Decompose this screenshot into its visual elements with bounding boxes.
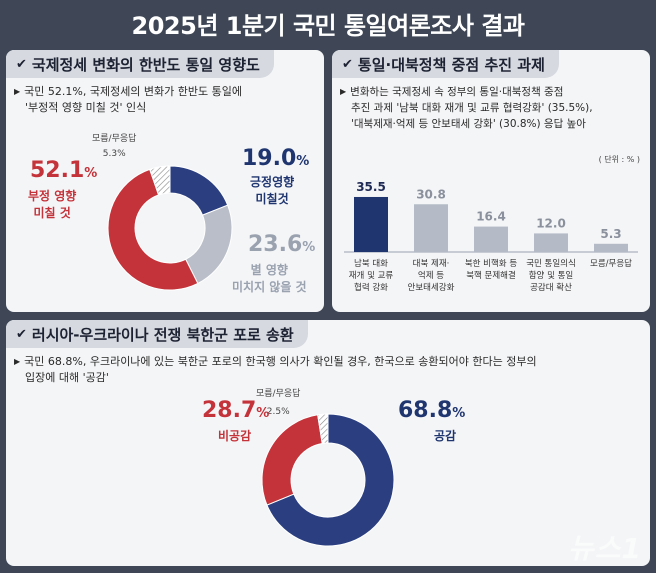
note-line: '대북제재·억제 등 안보태세 강화' (30.8%) 응답 높아 — [351, 118, 586, 130]
note-line: 추진 과제 '남북 대화 재개 및 교류 협력강화' (35.5%), — [351, 102, 593, 114]
bar-value-label: 5.3 — [600, 227, 621, 241]
bar-category-label: 협력 강화 — [354, 282, 388, 293]
bar-3 — [474, 226, 508, 252]
panel-pow-repatriation: ✔ 러시아-우크라이나 전쟁 북한군 포로 송환 ▶ 국민 68.8%, 우크라이… — [6, 320, 650, 566]
summary-note: ▶ 변화하는 국제정세 속 정부의 통일·대북정책 중점 추진 과제 '남북 대화… — [340, 84, 593, 132]
panel-heading: ✔ 국제정세 변화의 한반도 통일 영향도 — [6, 50, 274, 78]
agree-pct: 68.8% — [398, 398, 465, 423]
dontknow-text: 모름/무응답 — [256, 389, 301, 399]
bar-value-label: 30.8 — [416, 187, 446, 201]
panel-heading: ✔ 통일·대북정책 중점 추진 과제 — [332, 50, 559, 78]
negative-value: 52.1 — [30, 158, 85, 183]
slice-neutral — [185, 204, 233, 285]
pct-sign: % — [452, 406, 466, 421]
note-line: 입장에 대해 '공감' — [25, 371, 109, 384]
pct-sign: % — [296, 154, 310, 169]
neutral-pct: 23.6% — [248, 232, 315, 257]
agree-value: 68.8 — [398, 398, 453, 423]
disagree-label: 비공감 — [218, 429, 252, 443]
bar-value-label: 35.5 — [356, 180, 386, 194]
neutral-label-line: 별 영향 — [250, 263, 288, 277]
dontknow-value: 5.3% — [102, 149, 126, 159]
bar-value-label: 16.4 — [476, 210, 506, 224]
bar-1 — [354, 196, 388, 252]
slice-negative — [107, 168, 199, 291]
negative-label-line: 미칠 것 — [33, 206, 71, 220]
check-icon: ✔ — [16, 56, 27, 72]
dontknow-label: 모름/무응답 2.5% — [256, 388, 300, 418]
slice-agree — [266, 413, 395, 547]
positive-label-line: 긍정영향 — [250, 175, 295, 189]
positive-label: 긍정영향 미칠것 — [250, 174, 294, 208]
negative-pct: 52.1% — [30, 158, 97, 183]
note-line: '부정적 영향 미칠 것' 인식 — [25, 101, 147, 114]
bar-5 — [594, 243, 628, 252]
panel-policy-tasks: ✔ 통일·대북정책 중점 추진 과제 ▶ 변화하는 국제정세 속 정부의 통일·대… — [332, 50, 650, 312]
bar-category-label: 대북 제재· — [413, 259, 450, 269]
panel-heading-text: 국제정세 변화의 한반도 통일 영향도 — [31, 55, 260, 74]
negative-label: 부정 영향 미칠 것 — [28, 188, 76, 222]
negative-label-line: 부정 영향 — [28, 189, 77, 203]
page-title: 2025년 1분기 국민 통일여론조사 결과 — [131, 11, 525, 40]
check-icon: ✔ — [16, 326, 27, 342]
slice-disagree — [261, 414, 323, 506]
bar-value-label: 12.0 — [536, 216, 566, 230]
slice-dontknow — [149, 165, 171, 196]
donut-chart-repatriation — [261, 413, 395, 547]
neutral-label: 별 영향 미치지 않을 것 — [232, 262, 307, 296]
neutral-label-line: 미치지 않을 것 — [232, 280, 307, 294]
neutral-value: 23.6 — [248, 232, 303, 257]
arrow-icon: ▶ — [340, 87, 347, 96]
dontknow-text: 모름/무응답 — [92, 134, 137, 144]
bar-category-label: 안보태세강화 — [408, 282, 455, 293]
agree-label: 공감 — [434, 429, 457, 443]
bar-category-label: 북핵 문제해결 — [466, 270, 516, 281]
unit-label: ( 단위 : % ) — [598, 155, 640, 164]
disagree-pct: 28.7% — [202, 398, 269, 423]
arrow-icon: ▶ — [14, 357, 21, 366]
dontknow-label: 모름/무응답 5.3% — [92, 133, 136, 160]
bar-category-label: 북한 비핵화 등 — [465, 258, 518, 269]
panel-heading: ✔ 러시아-우크라이나 전쟁 북한군 포로 송환 — [6, 320, 308, 348]
slice-dontknow — [317, 413, 329, 445]
disagree-value: 28.7 — [202, 398, 257, 423]
bar-category-label: 남북 대화 — [354, 259, 388, 269]
pct-sign: % — [256, 406, 270, 421]
positive-value: 19.0 — [242, 146, 297, 171]
pct-sign: % — [84, 166, 98, 181]
arrow-icon: ▶ — [14, 87, 21, 96]
slice-positive — [169, 165, 229, 216]
bar-category-label: 함양 및 통일 — [529, 270, 574, 281]
donut-chart-impact — [107, 165, 233, 291]
panel-heading-text: 러시아-우크라이나 전쟁 북한군 포로 송환 — [31, 325, 294, 344]
bar-category-label: 억제 등 — [418, 270, 444, 281]
note-line: 국민 52.1%, 국제정세의 변화가 한반도 통일에 — [24, 85, 242, 98]
watermark-logo: 뉴스1 — [567, 532, 642, 565]
panel-global-impact: ✔ 국제정세 변화의 한반도 통일 영향도 ▶ 국민 52.1%, 국제정세의 변… — [6, 50, 324, 312]
check-icon: ✔ — [342, 56, 353, 72]
pct-sign: % — [302, 240, 316, 255]
bar-category-label: 재개 및 교류 — [349, 270, 394, 281]
positive-label-line: 미칠것 — [255, 192, 289, 206]
bar-category-label: 국민 통일의식 — [526, 258, 576, 269]
summary-note: ▶ 국민 52.1%, 국제정세의 변화가 한반도 통일에 '부정적 영향 미칠 … — [14, 84, 242, 116]
panel-heading-text: 통일·대북정책 중점 추진 과제 — [357, 55, 545, 74]
positive-pct: 19.0% — [242, 146, 309, 171]
note-line: 변화하는 국제정세 속 정부의 통일·대북정책 중점 — [350, 86, 564, 98]
summary-note: ▶ 국민 68.8%, 우크라이나에 있는 북한군 포로의 한국행 의사가 확인될… — [14, 354, 537, 386]
bar-2 — [414, 204, 448, 252]
bar-category-label: 공감대 확산 — [530, 282, 572, 293]
bar-category-label: 모름/무응답 — [590, 258, 632, 269]
dontknow-value: 2.5% — [266, 407, 290, 417]
bar-4 — [534, 233, 568, 252]
note-line: 국민 68.8%, 우크라이나에 있는 북한군 포로의 한국행 의사가 확인될 … — [24, 355, 537, 368]
